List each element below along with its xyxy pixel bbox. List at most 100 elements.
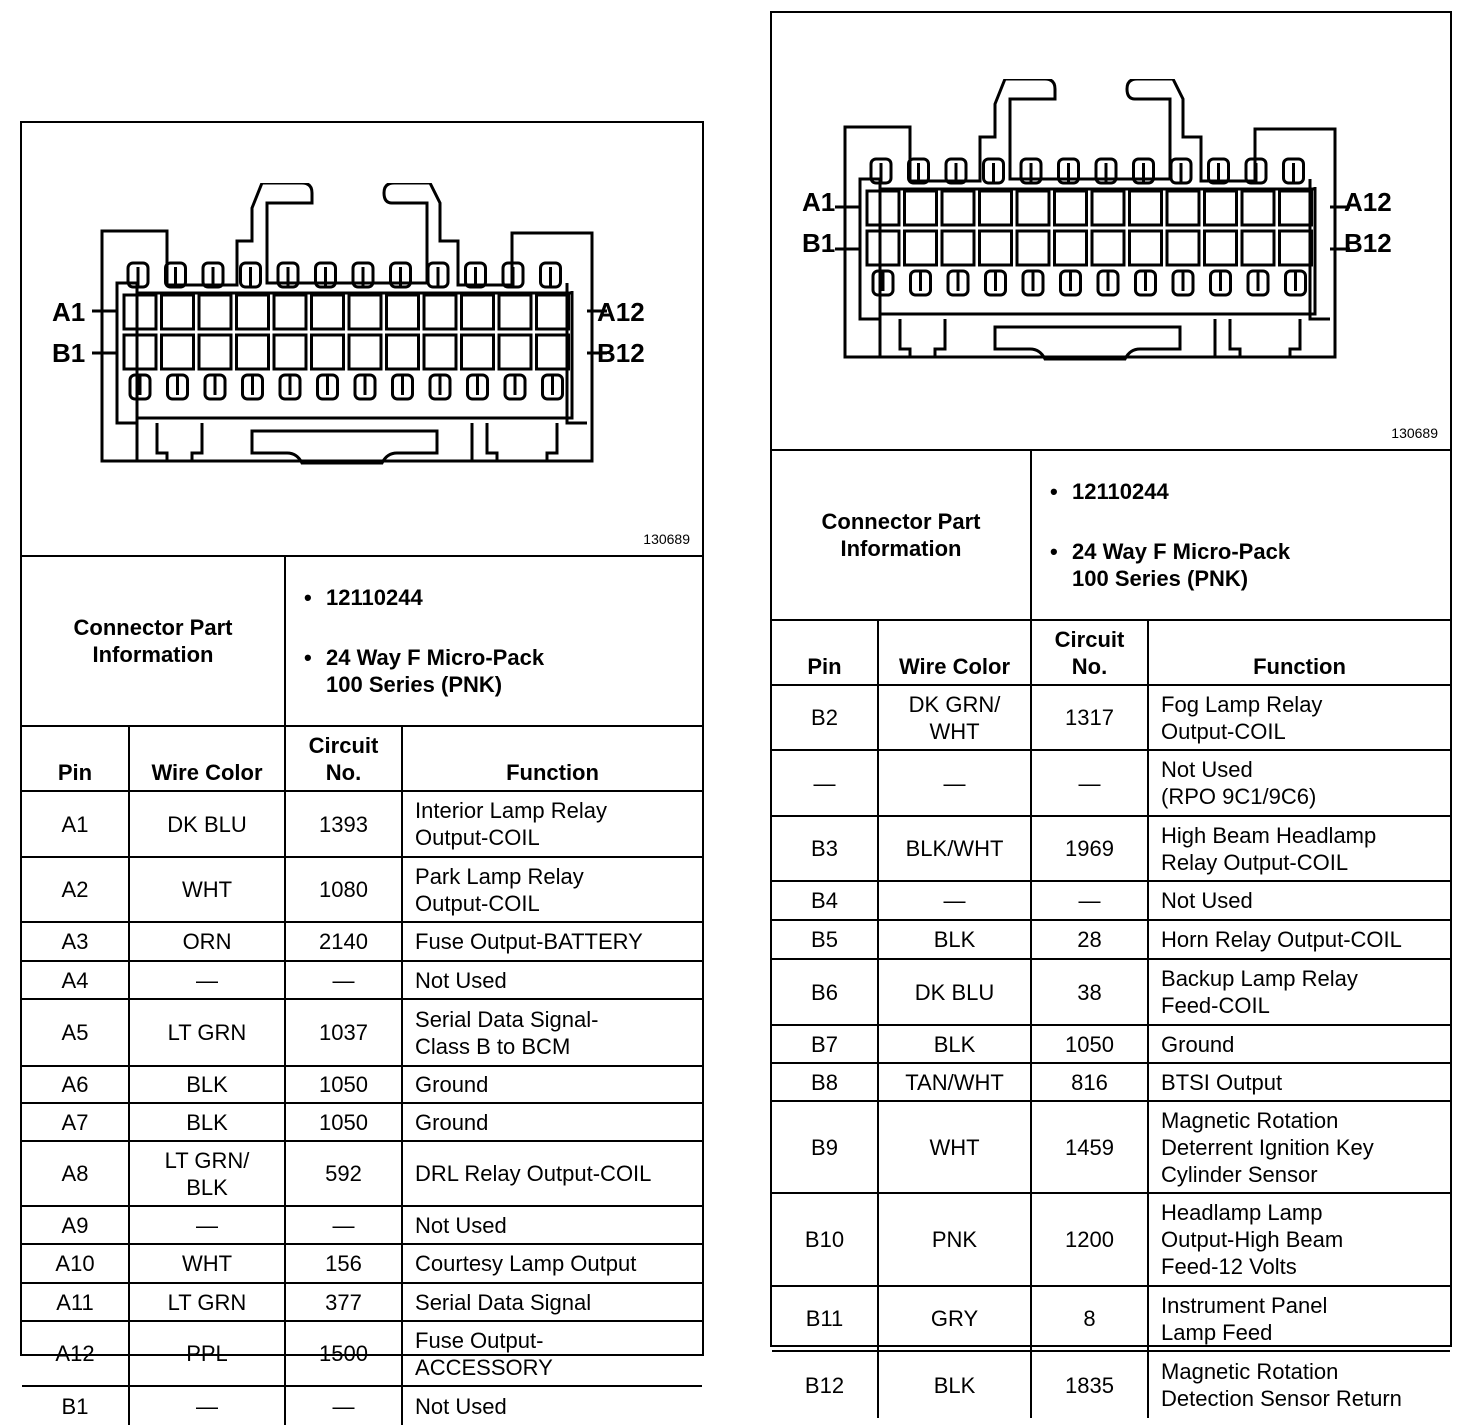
wire-color-cell: TAN/WHT [876,1062,1033,1102]
pin-cavity-b [385,333,420,371]
pin-cavity-a [235,293,270,331]
function-cell: High Beam Headlamp Relay Output-COIL [1147,815,1450,882]
pin-cavity-a [1090,189,1126,227]
pin-cell: B3 [772,815,879,882]
wire-color-cell: DK GRN/ WHT [876,684,1033,751]
pin-cell: B8 [772,1062,879,1102]
connector-diagram: 130689 [22,123,702,557]
table-row: B2 DK GRN/ WHT 1317 Fog Lamp Relay Output-C… [772,684,1450,751]
pin-cavity-a [1053,189,1088,227]
part-number: 12110244 [326,585,423,610]
circuit-cell: 1500 [284,1320,404,1387]
wire-color-cell: — [876,880,1033,921]
pin-label-b12: B12 [1344,228,1392,258]
circuit-cell: 1050 [1030,1024,1150,1064]
pin-cavity-b [978,229,1013,267]
pin-cell: B4 [772,880,879,921]
connector-info-row: Connector Part Information • 12110244 • 24… [22,555,702,727]
function-cell: Ground [401,1065,702,1104]
pin-cavity-a [1240,189,1276,227]
wire-color-cell: WHT [127,856,287,923]
pin-cell: A7 [22,1102,130,1142]
circuit-cell: 1050 [284,1102,404,1142]
table-row: A1 DK BLU 1393 Interior Lamp Relay Output-C… [22,790,702,858]
pin-cavity-b [1128,229,1163,267]
connector-info-values: • 12110244 • 24 Way F Micro-Pack 100 Serie… [284,555,702,727]
connector-info-values: • 12110244 • 24 Way F Micro-Pack 100 Serie… [1030,449,1450,621]
circuit-cell: — [284,1385,404,1425]
pin-cavity-a [160,293,195,331]
pin-cavity-b [903,229,938,267]
circuit-cell: 377 [284,1282,404,1322]
connector-info-label: Connector Part Information [772,449,1033,621]
table-row: B11 GRY 8 Instrument Panel Lamp Feed [772,1285,1450,1352]
connector-description: 24 Way F Micro-Pack 100 Series (PNK) [1072,539,1291,591]
table-row: B9 WHT 1459 Magnetic Rotation Deterrent Ign… [772,1100,1450,1194]
table-row: B1— — Not Used [22,1385,702,1425]
wire-color-cell: WHT [127,1243,287,1284]
circuit-cell: — [1030,880,1150,921]
pin-cell: B12 [772,1350,879,1418]
table-row: A3 ORN 2140 Fuse Output-BATTERY [22,921,702,962]
pin-cell: B11 [772,1285,879,1352]
pin-cell: A8 [22,1140,130,1207]
function-cell: DRL Relay Output-COIL [401,1140,702,1207]
function-cell: Serial Data Signal [401,1282,702,1322]
pin-cavity-a [272,293,308,331]
table-row: B4— — Not Used [772,880,1450,921]
circuit-cell: 1459 [1030,1100,1150,1194]
col-function: Function [401,725,702,792]
table-row: A5 LT GRN 1037 Serial Data Signal- Class B … [22,998,702,1067]
circuit-cell: 1050 [284,1065,404,1104]
circuit-cell: 2140 [284,921,404,962]
wire-color-cell: DK BLU [127,790,287,858]
pin-cavity-a [1128,189,1163,227]
wire-color-cell: PNK [876,1192,1033,1287]
pin-cavity-a [940,189,976,227]
table-row: — — — Not Used (RPO 9C1/9C6) [772,749,1450,817]
wire-color-cell: LT GRN/ BLK [127,1140,287,1207]
left-rail [115,281,139,425]
pin-cavity-a [1203,189,1238,227]
table-row: A10 WHT 156 Courtesy Lamp Output [22,1243,702,1284]
key-slot [250,429,439,465]
pin-label-a12: A12 [597,297,645,327]
pin-cavity-a [535,293,570,331]
table-row: B10 PNK 1200 Headlamp Lamp Output-High Beam… [772,1192,1450,1287]
pin-cell: B1 [22,1385,130,1425]
table-row: A11 LT GRN 377 Serial Data Signal [22,1282,702,1322]
pin-cavity-b [160,333,195,371]
circuit-cell: 1037 [284,998,404,1067]
pin-cell: B5 [772,919,879,960]
table-row: A4— — Not Used [22,960,702,1000]
pin-cavity-b [535,333,570,371]
figure-number: 130689 [1391,425,1438,441]
pin-cavity-a [497,293,533,331]
left-foot [135,421,204,461]
wire-color-cell: BLK/WHT [876,815,1033,882]
function-cell: Headlamp Lamp Output-High Beam Feed-12 V… [1147,1192,1450,1287]
pin-cavity-b [1240,229,1276,267]
wire-color-cell: WHT [876,1100,1033,1194]
pin-cavity-a [978,189,1013,227]
pin-cell: A3 [22,921,130,962]
table-row: A8 LT GRN/ BLK 592 DRL Relay Output-COIL [22,1140,702,1207]
wire-color-cell: GRY [876,1285,1033,1352]
pin-cavity-b [272,333,308,371]
function-cell: Fog Lamp Relay Output-COIL [1147,684,1450,751]
pin-label-b1: B1 [802,228,836,258]
pin-cavity-b [1053,229,1088,267]
pin-cavity-a [1278,189,1313,227]
pin-cavity-b [1165,229,1201,267]
pin-cell: B6 [772,958,879,1026]
pin-cavity-b [1203,229,1238,267]
pin-cavity-a [197,293,233,331]
function-cell: Magnetic Rotation Detection Sensor Retur… [1147,1350,1450,1418]
pin-cell: A11 [22,1282,130,1322]
wire-color-cell: BLK [876,1024,1033,1064]
function-cell: Ground [1147,1024,1450,1064]
pin-cell: A4 [22,960,130,1000]
table-row: A9— — Not Used [22,1205,702,1245]
circuit-cell: 1317 [1030,684,1150,751]
table-row: A2 WHT 1080 Park Lamp Relay Output-COIL [22,856,702,923]
